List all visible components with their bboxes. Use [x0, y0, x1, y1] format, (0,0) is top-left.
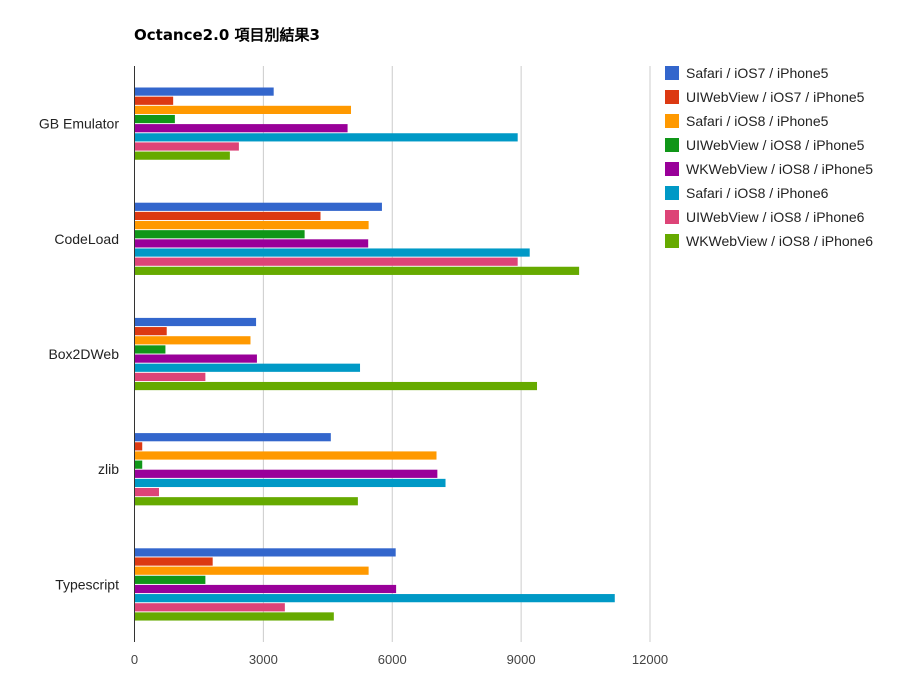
legend-label: Safari / iOS8 / iPhone6 — [686, 185, 829, 201]
legend-label: WKWebView / iOS8 / iPhone5 — [686, 161, 873, 177]
x-tick-label: 3000 — [249, 652, 278, 667]
category-label: Box2DWeb — [48, 346, 119, 362]
legend: Safari / iOS7 / iPhone5 UIWebView / iOS7 … — [665, 65, 873, 249]
category-label: GB Emulator — [39, 116, 119, 132]
bar — [134, 478, 446, 488]
legend-swatch — [665, 90, 679, 104]
bar — [134, 345, 166, 354]
bar — [134, 327, 167, 336]
bar — [134, 96, 174, 105]
bar — [134, 105, 352, 114]
category-label: Typescript — [55, 576, 119, 592]
category-label: zlib — [98, 461, 119, 477]
legend-swatch — [665, 66, 679, 80]
bar — [134, 133, 518, 142]
legend-label: UIWebView / iOS8 / iPhone5 — [686, 137, 865, 153]
legend-swatch — [665, 138, 679, 152]
bar — [134, 336, 251, 345]
bar — [134, 381, 538, 391]
bar — [134, 266, 580, 275]
bar — [134, 211, 321, 221]
legend-swatch — [665, 186, 679, 200]
bar — [134, 469, 438, 478]
legend-label: Safari / iOS8 / iPhone5 — [686, 113, 829, 129]
x-tick-label: 6000 — [378, 652, 407, 667]
bar — [134, 460, 143, 469]
bar — [134, 451, 437, 460]
bar — [134, 442, 143, 451]
bar — [134, 575, 206, 584]
bar — [134, 612, 334, 621]
x-tick-label: 12000 — [632, 652, 668, 667]
bar — [134, 151, 230, 160]
bar — [134, 557, 213, 566]
legend-label: UIWebView / iOS7 / iPhone5 — [686, 89, 865, 105]
chart-title: Octance2.0 項目別結果3 — [134, 26, 320, 44]
bars — [134, 87, 615, 621]
x-tick-labels: 0 3000 6000 9000 12000 — [131, 652, 668, 667]
gridlines — [262, 66, 651, 642]
legend-swatch — [665, 162, 679, 176]
bar — [134, 124, 348, 133]
category-label: CodeLoad — [54, 231, 119, 247]
bar — [134, 114, 175, 124]
bar — [134, 584, 397, 594]
legend-swatch — [665, 114, 679, 128]
bar — [134, 594, 615, 603]
bar — [134, 566, 369, 575]
bar — [134, 497, 358, 506]
bar — [134, 221, 369, 230]
bar — [134, 257, 518, 266]
bar — [134, 363, 361, 372]
legend-swatch — [665, 234, 679, 248]
bar — [134, 87, 274, 96]
bar — [134, 317, 257, 327]
bar — [134, 488, 159, 497]
legend-swatch — [665, 210, 679, 224]
bar — [134, 603, 285, 612]
category-labels: GB Emulator CodeLoad Box2DWeb zlib Typescrip… — [39, 116, 119, 593]
bar — [134, 372, 206, 381]
bar — [134, 230, 305, 239]
bar — [134, 354, 257, 363]
bar — [134, 248, 530, 257]
legend-label: Safari / iOS7 / iPhone5 — [686, 65, 829, 81]
x-tick-label: 0 — [131, 652, 138, 667]
bar — [134, 548, 396, 557]
bar — [134, 202, 382, 211]
bar — [134, 239, 369, 248]
legend-label: UIWebView / iOS8 / iPhone6 — [686, 209, 865, 225]
x-tick-label: 9000 — [507, 652, 536, 667]
bar — [134, 433, 331, 442]
bar — [134, 142, 239, 151]
legend-label: WKWebView / iOS8 / iPhone6 — [686, 233, 873, 249]
